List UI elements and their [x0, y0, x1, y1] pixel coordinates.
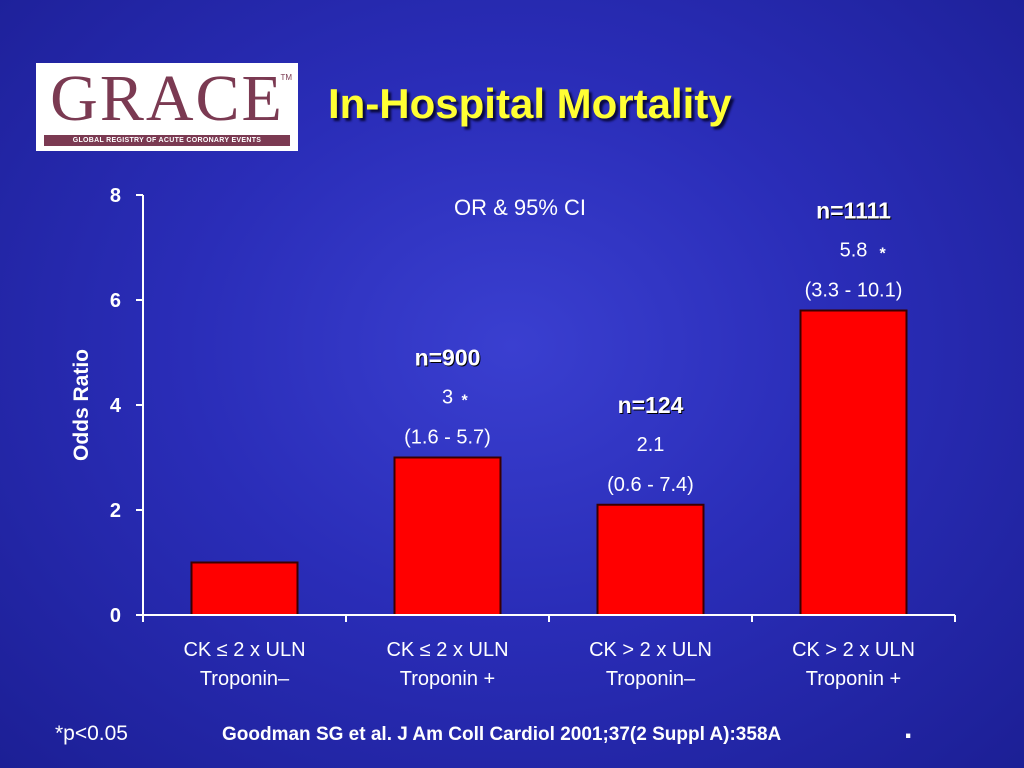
n-label: n=900: [415, 345, 481, 371]
grace-logo: GRACE TM GLOBAL REGISTRY OF ACUTE CORONA…: [36, 63, 298, 151]
category-label: Troponin +: [806, 668, 901, 690]
ci-label: (0.6 - 7.4): [607, 474, 694, 496]
citation-author: Goodman SG: [222, 724, 344, 745]
bar-1: [190, 561, 299, 616]
y-axis-label: Odds Ratio: [70, 349, 93, 461]
bar-2: [393, 456, 502, 616]
category-label: CK ≤ 2 x ULN: [183, 639, 305, 661]
significance-star: *: [462, 393, 469, 410]
citation: Goodman SG et al. J Am Coll Cardiol 2001…: [222, 724, 781, 746]
significance-star: *: [880, 246, 887, 263]
category-label: CK ≤ 2 x ULN: [386, 639, 508, 661]
slide-title: In-Hospital Mortality: [328, 80, 732, 127]
bar-4: [799, 309, 908, 616]
y-tick-label: 2: [110, 500, 121, 522]
logo-trademark: TM: [280, 73, 292, 82]
category-label: Troponin +: [400, 668, 495, 690]
category-label: CK > 2 x ULN: [792, 639, 915, 661]
value-label: 2.1: [637, 434, 665, 456]
n-label-shadow: n=1111: [817, 199, 892, 225]
n-label: n=124: [618, 392, 684, 418]
value-label: 3: [442, 387, 453, 409]
category-label: Troponin–: [200, 668, 290, 690]
n-label: n=1111: [816, 198, 891, 224]
y-tick-label: 6: [110, 290, 121, 312]
n-label-shadow: n=900: [416, 346, 482, 372]
logo-wordmark: GRACE: [50, 62, 284, 135]
category-label: CK > 2 x ULN: [589, 639, 712, 661]
logo-tagline: GLOBAL REGISTRY OF ACUTE CORONARY EVENTS: [44, 135, 290, 146]
y-tick-label: 4: [110, 395, 122, 417]
significance-footnote: *p<0.05: [55, 722, 128, 745]
y-tick-label: 0: [110, 605, 121, 627]
y-tick-label: 8: [110, 185, 121, 207]
bar-3: [596, 503, 705, 616]
n-label-shadow: n=124: [619, 393, 685, 419]
value-label: 5.8: [840, 240, 868, 262]
citation-dot: .: [904, 712, 913, 745]
citation-source: et al. J Am Coll Cardiol 2001;37(2 Suppl…: [343, 724, 782, 745]
category-label: Troponin–: [606, 668, 696, 690]
ci-annotation: OR & 95% CI: [454, 195, 586, 220]
ci-label: (1.6 - 5.7): [404, 427, 491, 449]
ci-label: (3.3 - 10.1): [805, 280, 903, 302]
